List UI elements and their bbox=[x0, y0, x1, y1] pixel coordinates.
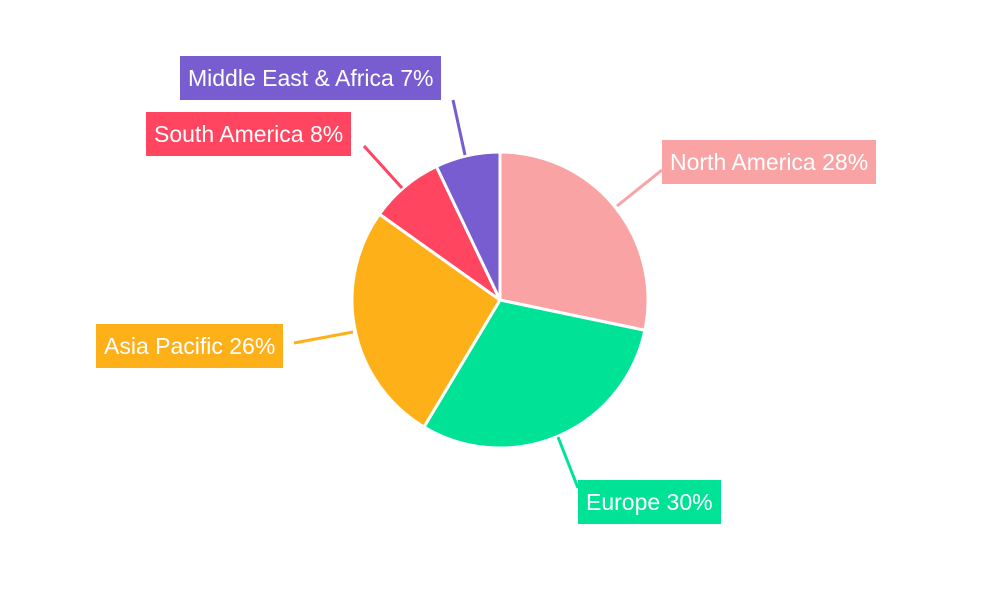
data-label: South America 8% bbox=[146, 112, 352, 156]
leader-line bbox=[362, 144, 404, 190]
data-label: Asia Pacific 26% bbox=[96, 324, 284, 368]
leader-line bbox=[556, 436, 580, 489]
pie-slice-asia-pacific[interactable] bbox=[350, 212, 502, 429]
leader-line bbox=[293, 330, 354, 345]
leader-line bbox=[616, 168, 663, 208]
pie-slice-north-america[interactable] bbox=[498, 150, 650, 332]
pie-slice-middle-east-africa[interactable] bbox=[434, 150, 502, 302]
leader-line bbox=[451, 99, 467, 156]
data-label: North America 28% bbox=[662, 140, 877, 184]
data-label: Europe 30% bbox=[578, 480, 721, 524]
data-label: Middle East & Africa 7% bbox=[180, 56, 442, 100]
